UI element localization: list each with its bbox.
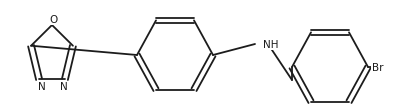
Text: N: N bbox=[60, 82, 68, 92]
Text: NH: NH bbox=[263, 40, 278, 50]
Text: N: N bbox=[38, 82, 46, 92]
Text: O: O bbox=[49, 15, 57, 25]
Text: Br: Br bbox=[372, 62, 383, 72]
